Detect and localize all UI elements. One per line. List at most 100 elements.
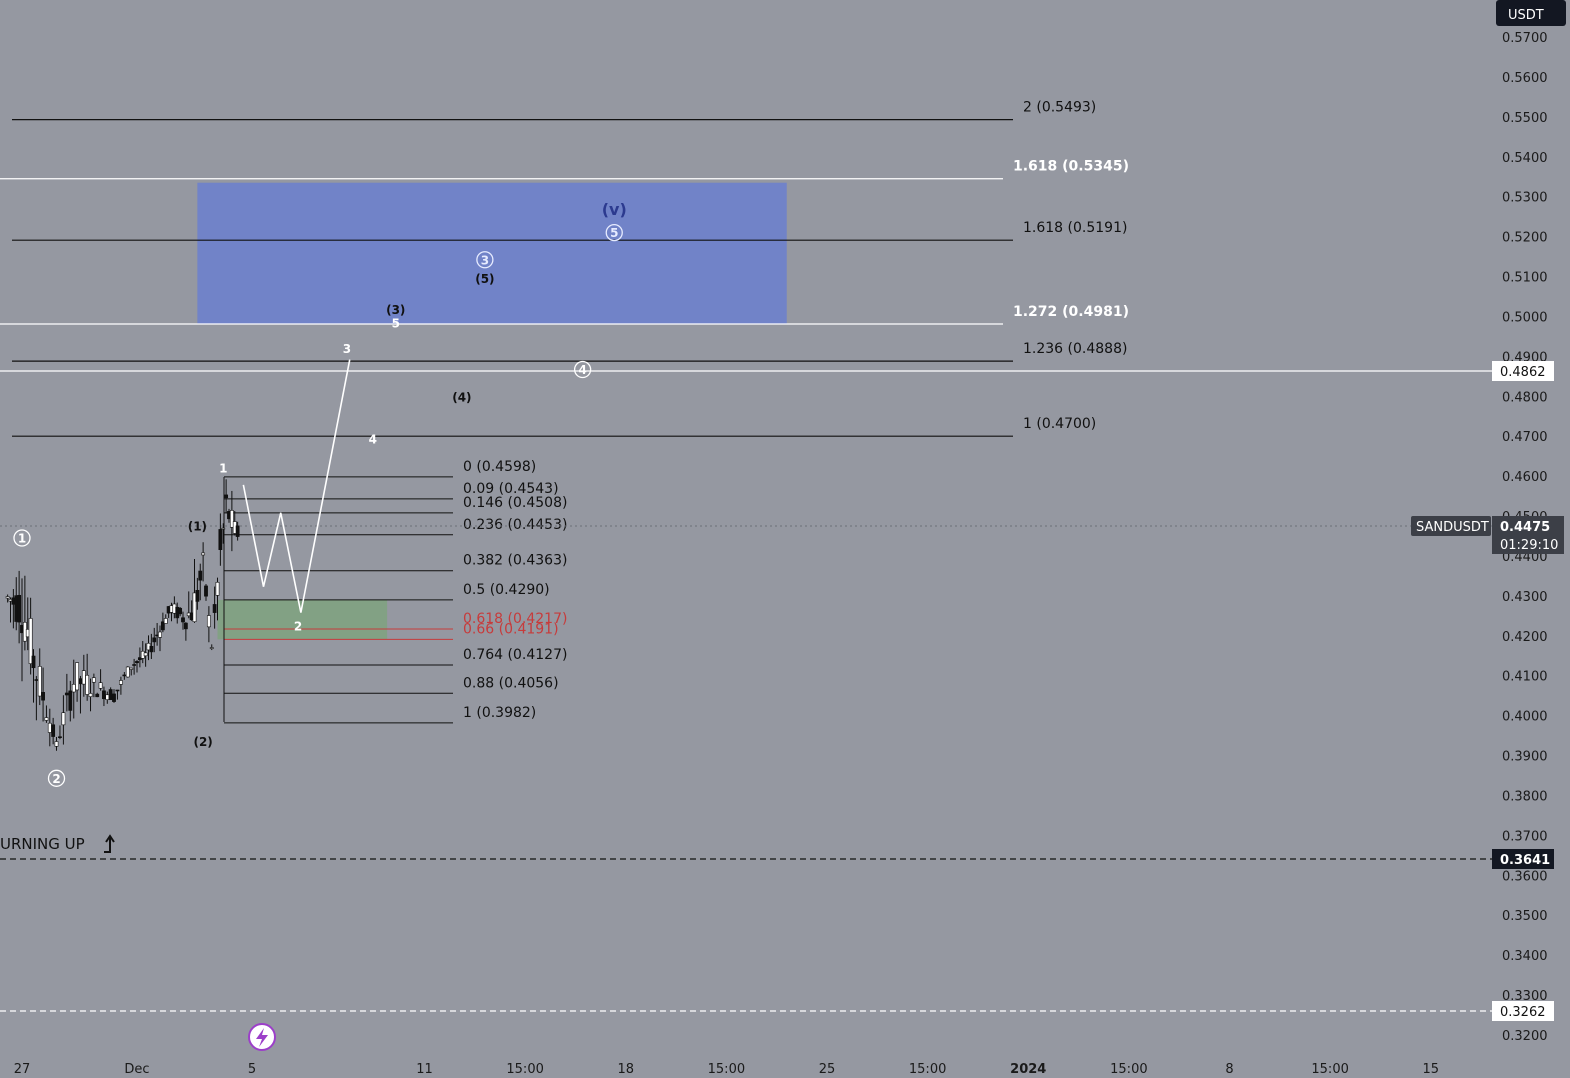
y-tick-label: 0.5400 <box>1502 151 1548 166</box>
candle-body <box>192 592 197 623</box>
wave-label: 2 <box>294 619 302 633</box>
wave-circle <box>573 360 592 379</box>
wave-label: (4) <box>452 391 471 405</box>
candle-body <box>158 631 162 638</box>
price-axis: 0.5700 0.5600 0.5500 0.5400 0.5300 0.5200 0.51… <box>1502 31 1548 1044</box>
candle-body <box>163 618 168 624</box>
candle-body <box>17 594 22 623</box>
candle-body <box>91 677 96 683</box>
retracement-label: 0.618 (0.4217) <box>463 611 567 627</box>
wave-label: (5) <box>475 272 494 286</box>
y-tick-label: 0.3300 <box>1502 989 1548 1004</box>
candle-body <box>81 670 86 685</box>
x-tick-label: 11 <box>416 1062 433 1077</box>
dashed-1-value: 0.3641 <box>1500 853 1550 868</box>
wave-label: (2) <box>193 735 212 749</box>
candle-body <box>183 622 188 630</box>
candle-body <box>235 525 240 537</box>
wave-label: 4 <box>369 432 377 446</box>
y-tick-label: 0.3500 <box>1502 909 1548 924</box>
candle-body <box>212 604 217 613</box>
y-tick-label: 0.4100 <box>1502 670 1548 685</box>
wave-label: 4 <box>578 363 586 377</box>
candle-body <box>61 712 66 726</box>
retracement-label: 0.764 (0.4127) <box>463 647 567 663</box>
y-tick-label: 0.5600 <box>1502 71 1548 86</box>
countdown-timer: 01:29:10 <box>1500 538 1558 553</box>
candle-body <box>102 690 106 700</box>
retracement-label: 1 (0.3982) <box>463 705 536 721</box>
candle-body <box>129 667 134 670</box>
wave-label: 1 <box>18 531 26 545</box>
lightning-icon[interactable] <box>248 1023 276 1051</box>
candle-body <box>224 494 229 499</box>
extension-label: 1.618 (0.5345) <box>1013 159 1129 175</box>
candle-body <box>198 570 203 581</box>
candle-body <box>88 693 93 697</box>
y-tick-label: 0.3900 <box>1502 750 1548 765</box>
fib-retracement-levels: 0 (0.4598) 0.09 (0.4543)0.146 (0.4508) 0.2… <box>224 459 567 724</box>
y-tick-label: 0.3700 <box>1502 829 1548 844</box>
candle-body <box>98 682 103 689</box>
x-tick-label: 15 <box>1422 1062 1439 1077</box>
x-tick-label: 15:00 <box>1311 1062 1348 1077</box>
arrow-up-icon <box>104 834 115 853</box>
x-tick-label: 2024 <box>1010 1062 1046 1077</box>
candle-body <box>206 615 211 628</box>
retracement-label: 0.5 (0.4290) <box>463 582 550 598</box>
projection-path <box>242 359 351 613</box>
wave-label: (v) <box>602 200 627 219</box>
candle-body <box>149 645 154 653</box>
candle-body <box>68 690 73 711</box>
candle-body <box>152 637 157 643</box>
x-tick-label: 25 <box>819 1062 836 1077</box>
candle-body <box>54 741 59 747</box>
wave-label: 3 <box>343 342 351 356</box>
dashed-1-badge: 0.3641 <box>1492 849 1554 869</box>
x-tick-label: 15:00 <box>1110 1062 1147 1077</box>
candle-body <box>137 657 142 661</box>
candle-body <box>181 617 185 623</box>
x-tick-label: 15:00 <box>506 1062 543 1077</box>
candle-body <box>218 529 223 550</box>
wave-label: 2 <box>52 772 60 786</box>
retracement-label: 0.146 (0.4508) <box>463 495 567 511</box>
candle-body <box>51 724 56 737</box>
wave-label: 1 <box>219 462 227 476</box>
candle-body <box>34 679 39 681</box>
candle-body <box>58 736 62 739</box>
wave-label: 3 <box>481 253 489 267</box>
y-tick-label: 0.4800 <box>1502 390 1548 405</box>
x-tick-label: 18 <box>617 1062 634 1077</box>
wave-circle <box>13 529 31 547</box>
extension-label: 1.272 (0.4981) <box>1013 304 1129 320</box>
candle-body <box>143 652 148 657</box>
candle-body <box>44 717 49 721</box>
candle-body <box>71 684 76 693</box>
candle-body <box>37 666 42 697</box>
y-tick-label: 0.3200 <box>1502 1029 1548 1044</box>
candle-body <box>31 655 36 669</box>
candle-body <box>132 664 137 666</box>
candle-body <box>160 621 165 631</box>
candle-body <box>105 694 110 700</box>
candle-body <box>115 689 120 692</box>
y-tick-label: 0.5700 <box>1502 31 1548 46</box>
x-tick-label: 8 <box>1225 1062 1233 1077</box>
currency-badge[interactable]: USDT <box>1496 0 1566 26</box>
candle-body <box>28 618 33 664</box>
candle-body <box>204 585 208 597</box>
candle-body <box>135 661 139 664</box>
y-tick-label: 0.3400 <box>1502 949 1548 964</box>
x-tick-label: Dec <box>124 1062 149 1077</box>
symbol-badge: SANDUSDT <box>1411 516 1491 536</box>
extension-label: 1 (0.4700) <box>1023 416 1096 432</box>
current-price-badge: 0.4475 01:29:10 <box>1492 516 1564 554</box>
candle-body <box>215 581 220 596</box>
candle-body <box>201 552 206 556</box>
retracement-label: 0.236 (0.4453) <box>463 517 567 533</box>
candle-body <box>119 680 123 685</box>
wave-label: 5 <box>610 226 618 240</box>
